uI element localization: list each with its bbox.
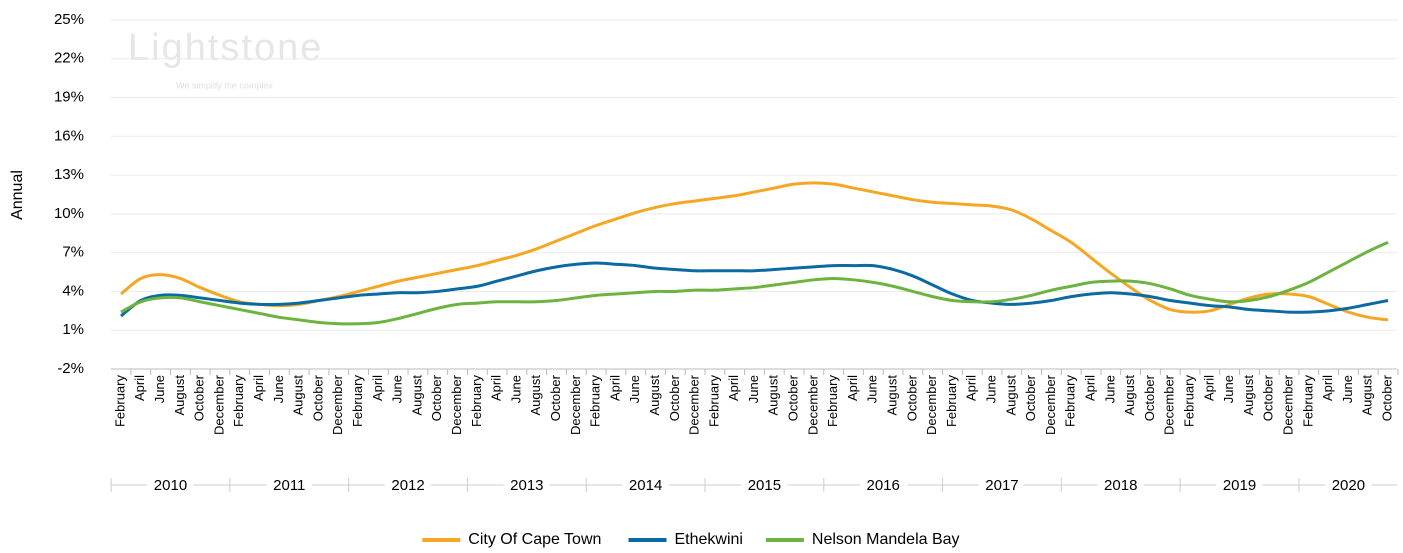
x-tick-label: June bbox=[984, 375, 999, 403]
x-tick-label: December bbox=[568, 374, 583, 435]
y-tick-label: -2% bbox=[57, 360, 84, 377]
x-tick-label: February bbox=[1063, 375, 1078, 428]
x-tick-label: June bbox=[1221, 375, 1236, 403]
x-tick-label: August bbox=[1241, 375, 1256, 416]
x-tick-label: October bbox=[1142, 374, 1157, 421]
x-tick-label: October bbox=[429, 374, 444, 421]
x-tick-label: December bbox=[1043, 374, 1058, 435]
x-tick-label: June bbox=[627, 375, 642, 403]
x-tick-label: August bbox=[409, 375, 424, 416]
y-tick-label: 7% bbox=[62, 244, 84, 261]
x-tick-label: October bbox=[192, 374, 207, 421]
x-tick-label: February bbox=[231, 375, 246, 428]
y-tick-label: 22% bbox=[54, 50, 84, 67]
x-tick-label: April bbox=[607, 375, 622, 401]
watermark-title: Lightstone bbox=[128, 27, 323, 69]
year-label: 2019 bbox=[1223, 477, 1256, 494]
y-tick-label: 19% bbox=[54, 89, 84, 106]
watermark-tagline: We simplify the complex bbox=[176, 80, 273, 90]
x-tick-label: February bbox=[1181, 375, 1196, 428]
x-tick-label: February bbox=[350, 375, 365, 428]
year-label: 2012 bbox=[391, 477, 424, 494]
x-tick-label: August bbox=[1003, 375, 1018, 416]
x-tick-label: December bbox=[805, 374, 820, 435]
x-tick-label: April bbox=[132, 375, 147, 401]
year-label: 2014 bbox=[629, 477, 662, 494]
y-tick-label: 4% bbox=[62, 282, 84, 299]
x-tick-label: August bbox=[291, 375, 306, 416]
y-tick-label: 1% bbox=[62, 321, 84, 338]
y-axis-label: Annual bbox=[9, 170, 26, 220]
x-tick-label: February bbox=[469, 375, 484, 428]
x-tick-label: February bbox=[588, 375, 603, 428]
x-tick-label: October bbox=[904, 374, 919, 421]
x-tick-label: October bbox=[310, 374, 325, 421]
x-tick-label: April bbox=[1320, 375, 1335, 401]
x-tick-label: June bbox=[865, 375, 880, 403]
series-line bbox=[120, 240, 1389, 326]
x-tick-label: August bbox=[528, 375, 543, 416]
x-tick-label: August bbox=[1122, 375, 1137, 416]
x-tick-label: December bbox=[449, 374, 464, 435]
year-label: 2020 bbox=[1332, 477, 1365, 494]
x-tick-label: April bbox=[1082, 375, 1097, 401]
x-tick-label: October bbox=[1261, 374, 1276, 421]
x-tick-label: December bbox=[1162, 374, 1177, 435]
x-tick-label: June bbox=[1340, 375, 1355, 403]
x-tick-label: August bbox=[647, 375, 662, 416]
y-tick-label: 25% bbox=[54, 11, 84, 28]
year-label: 2011 bbox=[273, 477, 305, 494]
x-tick-label: December bbox=[1280, 374, 1295, 435]
x-tick-label: December bbox=[330, 374, 345, 435]
x-tick-label: October bbox=[1023, 374, 1038, 421]
year-label: 2018 bbox=[1104, 477, 1137, 494]
x-tick-label: June bbox=[390, 375, 405, 403]
x-tick-label: February bbox=[1300, 375, 1315, 428]
x-tick-label: June bbox=[1102, 375, 1117, 403]
x-tick-label: June bbox=[271, 375, 286, 403]
year-label: 2016 bbox=[866, 477, 899, 494]
x-tick-label: August bbox=[172, 375, 187, 416]
x-tick-label: February bbox=[944, 375, 959, 428]
series-line bbox=[120, 181, 1389, 322]
x-tick-label: February bbox=[112, 375, 127, 428]
x-tick-label: October bbox=[548, 374, 563, 421]
x-tick-label: October bbox=[667, 374, 682, 421]
x-tick-label: June bbox=[746, 375, 761, 403]
legend-label: Nelson Mandela Bay bbox=[812, 531, 960, 548]
year-label: 2017 bbox=[985, 477, 1018, 494]
x-tick-label: April bbox=[845, 375, 860, 401]
x-tick-label: August bbox=[766, 375, 781, 416]
year-label: 2013 bbox=[510, 477, 543, 494]
legend-label: Ethekwini bbox=[675, 531, 743, 548]
y-tick-label: 16% bbox=[54, 127, 84, 144]
x-tick-label: October bbox=[1379, 374, 1394, 421]
x-tick-label: April bbox=[726, 375, 741, 401]
y-tick-label: 10% bbox=[54, 205, 84, 222]
legend-label: City Of Cape Town bbox=[468, 531, 601, 548]
x-tick-label: April bbox=[251, 375, 266, 401]
x-tick-label: December bbox=[211, 374, 226, 435]
x-tick-label: April bbox=[370, 375, 385, 401]
x-tick-label: June bbox=[152, 375, 167, 403]
x-tick-label: February bbox=[825, 375, 840, 428]
x-tick-label: February bbox=[706, 375, 721, 428]
x-tick-label: June bbox=[508, 375, 523, 403]
year-label: 2015 bbox=[748, 477, 781, 494]
x-tick-label: December bbox=[924, 374, 939, 435]
x-tick-label: December bbox=[687, 374, 702, 435]
x-tick-label: April bbox=[964, 375, 979, 401]
x-tick-label: October bbox=[786, 374, 801, 421]
y-tick-label: 13% bbox=[54, 166, 84, 183]
x-tick-label: August bbox=[885, 375, 900, 416]
year-label: 2010 bbox=[154, 477, 187, 494]
series-line bbox=[120, 261, 1389, 318]
x-tick-label: August bbox=[1360, 375, 1375, 416]
x-tick-label: April bbox=[1201, 375, 1216, 401]
x-tick-label: April bbox=[489, 375, 504, 401]
